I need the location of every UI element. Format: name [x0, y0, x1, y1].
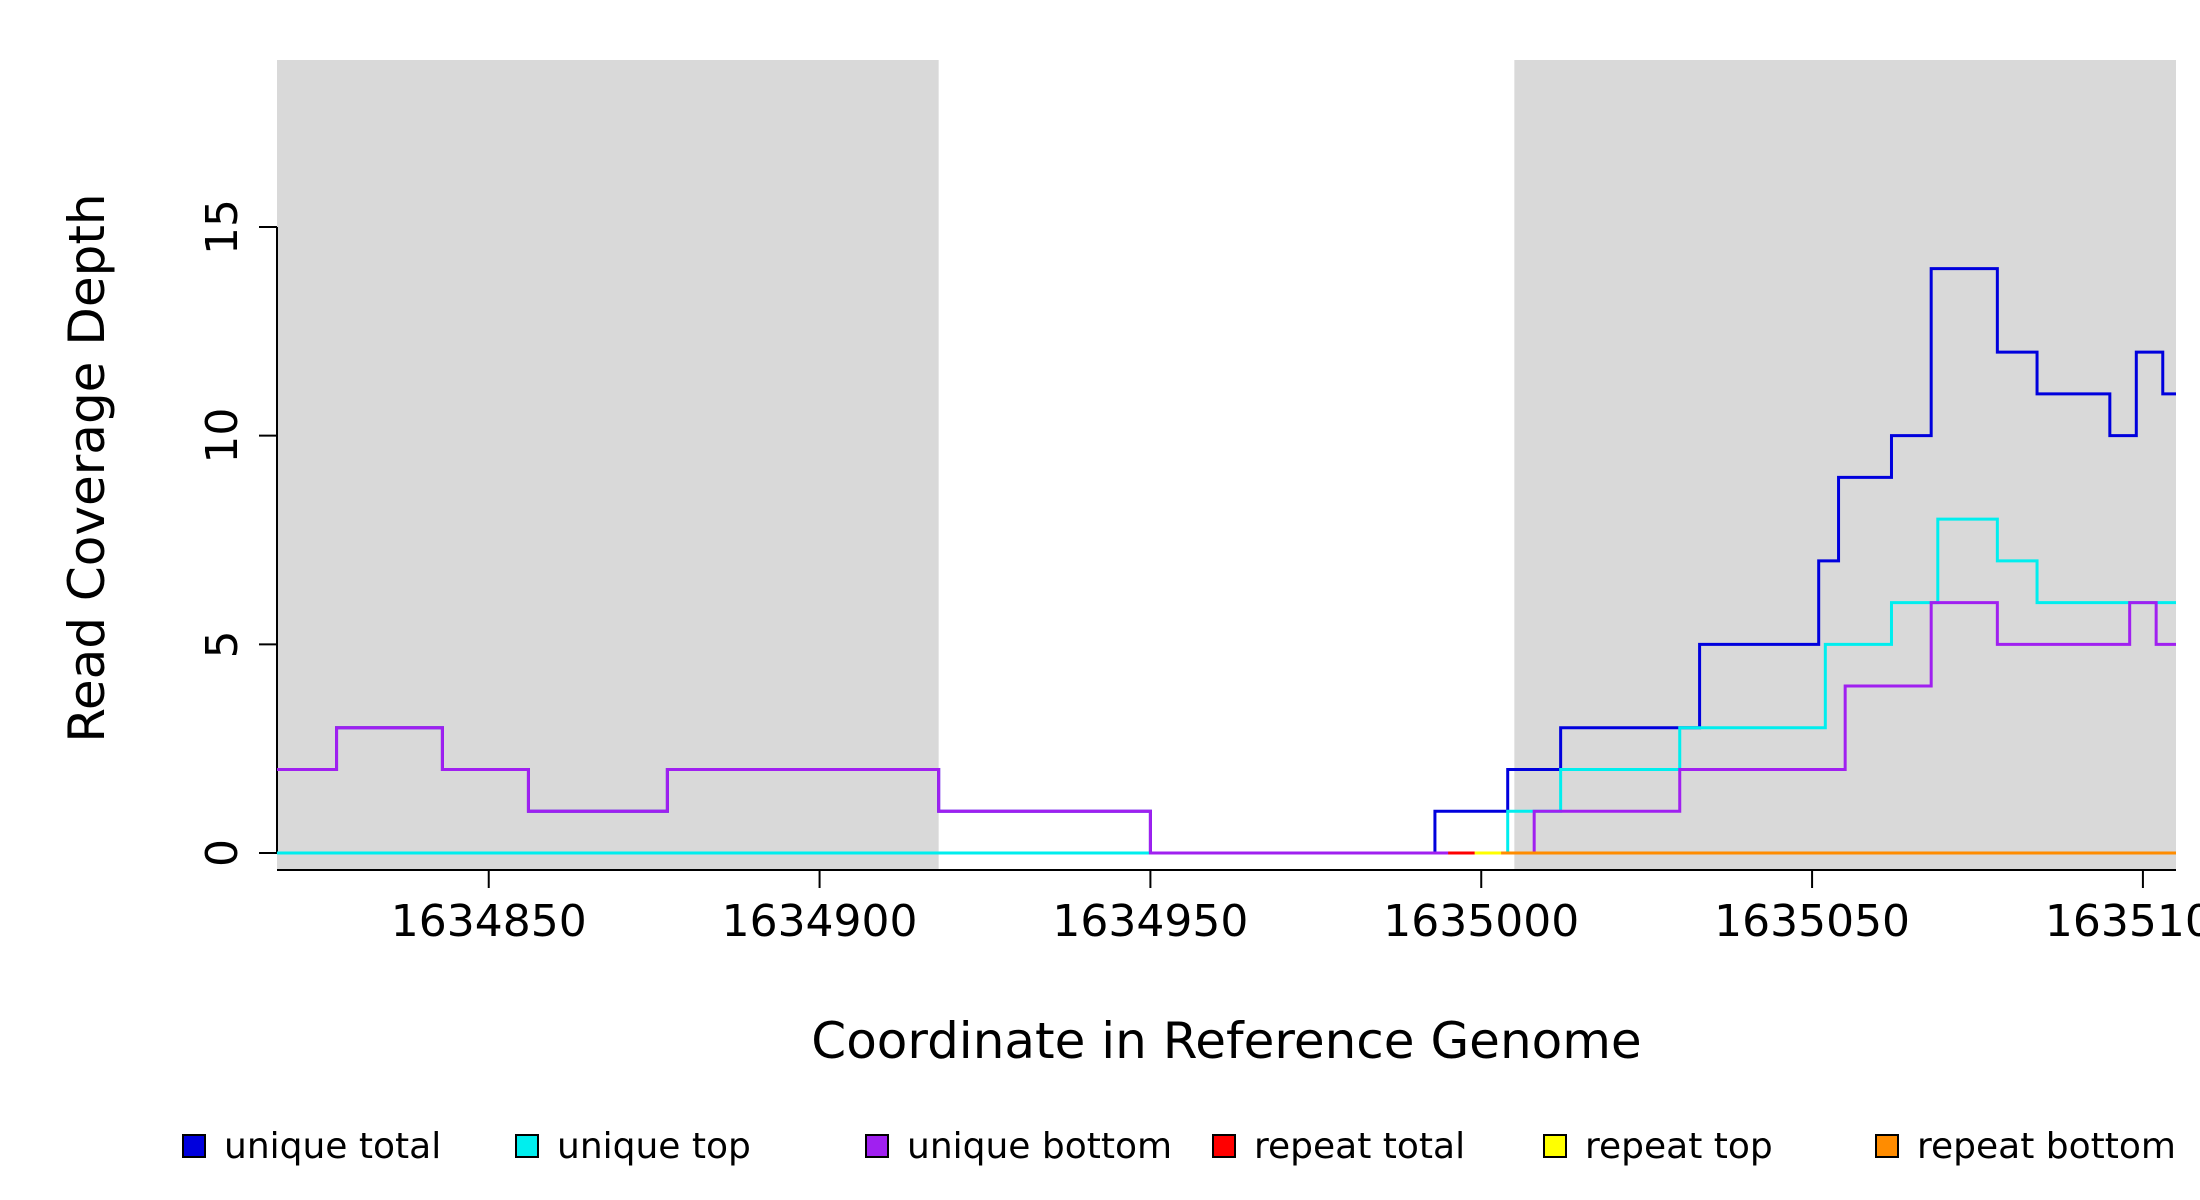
legend-item-unique-top: unique top [515, 1118, 751, 1174]
legend-label: repeat bottom [1917, 1125, 2176, 1167]
y-tick-label: 10 [197, 408, 248, 464]
legend-item-repeat-top: repeat top [1543, 1118, 1773, 1174]
y-tick-label: 15 [197, 199, 248, 255]
legend-label: unique bottom [907, 1125, 1173, 1167]
y-tick-label: 5 [197, 630, 248, 658]
legend-swatch-unique-total [182, 1134, 206, 1158]
legend-item-unique-total: unique total [182, 1118, 441, 1174]
legend-swatch-repeat-top [1543, 1134, 1567, 1158]
legend-label: unique top [557, 1125, 751, 1167]
x-tick-label: 1635000 [1383, 896, 1579, 947]
y-tick-label: 0 [197, 839, 248, 867]
series-unique-bottom [277, 601, 2176, 855]
legend-swatch-repeat-total [1212, 1134, 1236, 1158]
legend-label: repeat top [1585, 1125, 1773, 1167]
legend-swatch-unique-top [515, 1134, 539, 1158]
x-tick-label: 1634950 [1052, 896, 1248, 947]
legend-swatch-unique-bottom [865, 1134, 889, 1158]
x-tick-label: 1635050 [1714, 896, 1910, 947]
legend: unique total unique top unique bottom repea… [0, 1118, 2200, 1178]
y-axis-title: Read Coverage Depth [58, 193, 116, 743]
legend-item-unique-bottom: unique bottom [865, 1118, 1172, 1174]
shaded-region [277, 60, 939, 870]
legend-item-repeat-total: repeat total [1212, 1118, 1465, 1174]
legend-label: unique total [224, 1125, 442, 1167]
legend-label: repeat total [1254, 1125, 1466, 1167]
legend-swatch-repeat-bottom [1875, 1134, 1899, 1158]
legend-item-repeat-bottom: repeat bottom [1875, 1118, 2176, 1174]
x-tick-label: 1634850 [391, 896, 587, 947]
x-tick-label: 1634900 [722, 896, 918, 947]
x-axis-title: Coordinate in Reference Genome [811, 1012, 1642, 1070]
